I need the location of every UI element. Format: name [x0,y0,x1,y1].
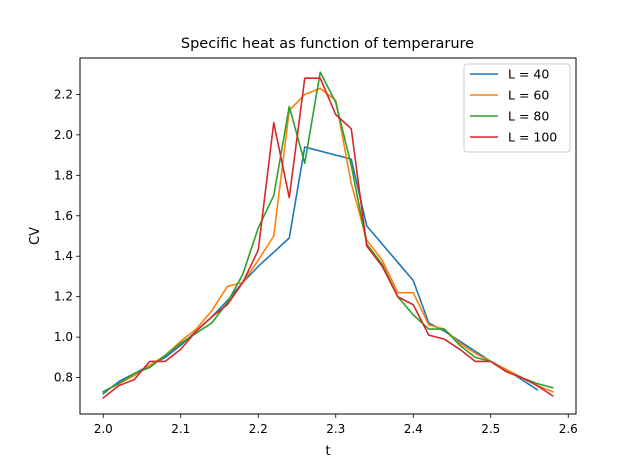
x-axis: 2.0 2.1 2.2 2.3 2.4 2.5 2.6 [94,414,578,436]
series-line-l-40 [102,146,539,395]
y-tick-label: 1.4 [54,249,73,263]
series-line-l-80 [102,71,554,393]
y-tick-label: 2.2 [54,87,73,101]
legend-box [463,63,571,153]
y-axis: 0.8 1.0 1.2 1.4 1.6 1.8 2.0 2.2 [54,87,80,385]
y-tick-label: 1.6 [54,209,73,223]
legend-label: L = 100 [508,130,557,145]
x-tick-label: 2.3 [326,422,345,436]
y-tick-label: 1.2 [54,290,73,304]
legend-label: L = 60 [508,88,549,103]
legend-label: L = 80 [508,109,549,124]
x-tick-label: 2.5 [481,422,500,436]
x-tick-label: 2.2 [249,422,268,436]
series-lines [102,71,554,399]
plot-frame [79,57,577,415]
y-tick-label: 1.8 [54,168,73,182]
y-tick-label: 0.8 [54,371,73,385]
x-tick-label: 2.0 [94,422,113,436]
x-tick-label: 2.6 [559,422,578,436]
legend-label: L = 40 [508,67,549,82]
x-tick-label: 2.1 [171,422,190,436]
x-tick-label: 2.4 [404,422,423,436]
y-tick-label: 1.0 [54,330,73,344]
legend: L = 40 L = 60 L = 80 L = 100 [463,63,571,153]
y-tick-label: 2.0 [54,128,73,142]
x-axis-label: t [325,444,330,459]
legend-items: L = 40 L = 60 L = 80 L = 100 [470,67,557,145]
series-line-l-100 [102,77,554,399]
y-axis-label: CV [28,227,43,245]
chart-title: Specific heat as function of temperarure [181,36,474,52]
